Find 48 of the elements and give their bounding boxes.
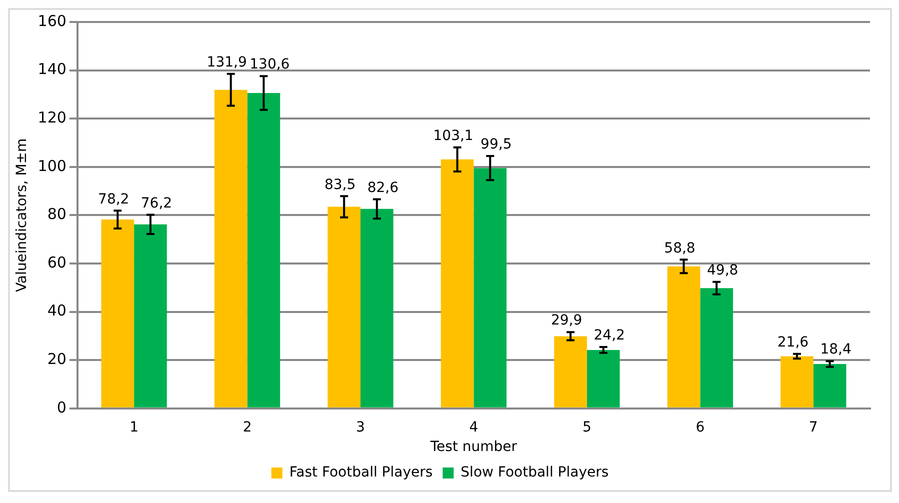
bar — [328, 206, 360, 408]
bar — [667, 266, 700, 408]
data-label: 58,8 — [664, 240, 696, 256]
bar — [360, 208, 394, 408]
x-tick-label: 4 — [469, 419, 478, 436]
data-label: 29,9 — [550, 312, 582, 329]
bar — [813, 364, 846, 408]
data-label: 99,5 — [480, 136, 512, 153]
bar — [101, 220, 134, 408]
x-tick-label: 7 — [808, 419, 818, 436]
bar — [586, 350, 620, 408]
bar — [440, 159, 474, 408]
x-tick-label: 3 — [356, 419, 365, 436]
legend-label: Slow Football Players — [460, 464, 609, 481]
y-tick-label: 100 — [38, 156, 66, 175]
y-tick-label: 60 — [47, 253, 66, 272]
bar — [247, 93, 280, 408]
y-tick-label: 80 — [47, 205, 66, 224]
legend-label: Fast Football Players — [289, 464, 433, 481]
data-label: 21,6 — [777, 334, 809, 350]
y-tick-label: 20 — [47, 350, 66, 368]
bar — [474, 168, 507, 408]
bar — [134, 224, 167, 408]
x-axis-title: Test number — [429, 439, 518, 456]
y-tick-label: 0 — [56, 398, 66, 416]
bar — [780, 356, 814, 408]
bar — [554, 336, 587, 408]
data-label: 103,1 — [433, 128, 474, 144]
x-tick-label: 1 — [130, 419, 139, 436]
x-tick-label: 2 — [242, 419, 252, 436]
bar — [214, 90, 248, 408]
y-tick-label: 40 — [47, 302, 66, 320]
data-label: 83,5 — [324, 176, 356, 193]
data-label: 18,4 — [820, 342, 852, 358]
x-tick-label: 5 — [582, 419, 592, 436]
bar — [700, 288, 733, 408]
y-tick-label: 160 — [38, 12, 66, 30]
data-label: 78,2 — [98, 191, 130, 208]
y-axis-title: Valueindicators, M±m — [14, 138, 30, 292]
data-label: 130,6 — [250, 56, 290, 73]
data-label: 131,9 — [206, 54, 247, 71]
data-label: 82,6 — [367, 180, 399, 196]
y-tick-label: 120 — [38, 108, 66, 126]
data-label: 49,8 — [706, 262, 738, 278]
x-tick-label: 6 — [696, 419, 705, 436]
data-label: 76,2 — [140, 195, 172, 212]
data-label: 24,2 — [594, 328, 625, 344]
y-tick-label: 140 — [38, 60, 66, 78]
